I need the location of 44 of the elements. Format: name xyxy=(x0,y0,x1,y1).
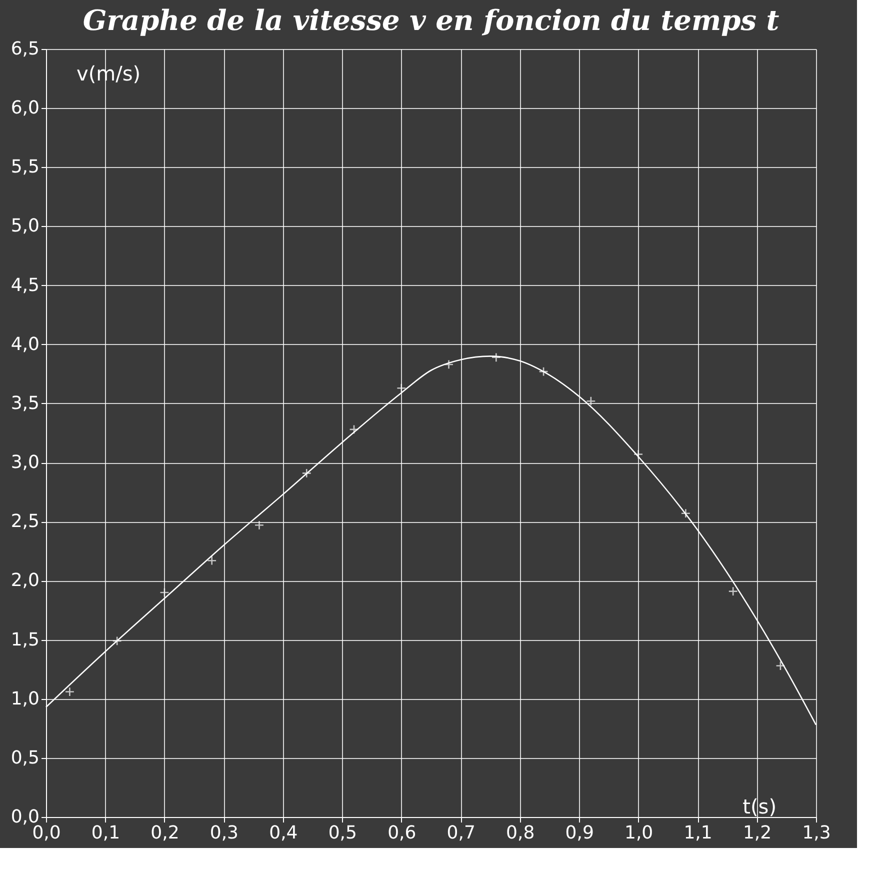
y-tick-label: 4,5 xyxy=(10,274,40,296)
x-tick-label: 0,3 xyxy=(210,822,239,844)
point xyxy=(776,660,786,671)
y-tick-label: 5,5 xyxy=(10,156,40,178)
chart-title: Graphe de la vitesse v en foncion du temps t xyxy=(82,4,780,37)
y-tick-label: 2,0 xyxy=(10,570,40,592)
x-tick-label: 0,4 xyxy=(269,822,298,844)
point xyxy=(633,449,644,460)
x-tick-label: 1,0 xyxy=(624,822,654,844)
x-tick-label: 1,2 xyxy=(742,822,772,844)
x-tick-label: 0,2 xyxy=(150,822,180,844)
point xyxy=(538,366,548,376)
x-tick-label: 0,9 xyxy=(565,822,594,844)
y-tick-label: 1,0 xyxy=(10,688,40,710)
y-tick-label: 6,0 xyxy=(10,98,40,119)
point xyxy=(302,468,312,478)
point xyxy=(728,586,738,596)
x-tick-label: 0,1 xyxy=(91,822,120,844)
point xyxy=(680,508,691,518)
point xyxy=(491,352,501,362)
x-tick-label: 0,6 xyxy=(388,822,416,844)
y-tick-label: 3,5 xyxy=(10,392,40,414)
point xyxy=(160,588,170,598)
x-tick-label: 0,0 xyxy=(32,822,61,844)
y-tick-label: 3,0 xyxy=(10,452,40,474)
y-tick-label: 6,5 xyxy=(10,38,40,60)
point xyxy=(207,556,217,566)
y-tick-label: 0,5 xyxy=(10,747,40,768)
point xyxy=(444,360,454,370)
x-tick-label: 0,5 xyxy=(328,822,357,844)
y-tick-label: 1,5 xyxy=(10,629,40,650)
point xyxy=(112,636,122,646)
x-tick-label: 1,1 xyxy=(684,822,712,844)
point xyxy=(586,396,596,406)
y-tick-label: 2,5 xyxy=(10,511,40,532)
y-tick-label: 4,0 xyxy=(10,334,40,355)
point xyxy=(254,520,264,530)
point xyxy=(349,424,359,434)
x-tick-label: 0,8 xyxy=(506,822,535,844)
y-tick-label: 5,0 xyxy=(10,216,40,237)
x-tick-label: 1,3 xyxy=(802,822,831,844)
x-tick-label: 0,7 xyxy=(446,822,476,844)
point xyxy=(396,383,406,393)
point xyxy=(64,686,75,697)
